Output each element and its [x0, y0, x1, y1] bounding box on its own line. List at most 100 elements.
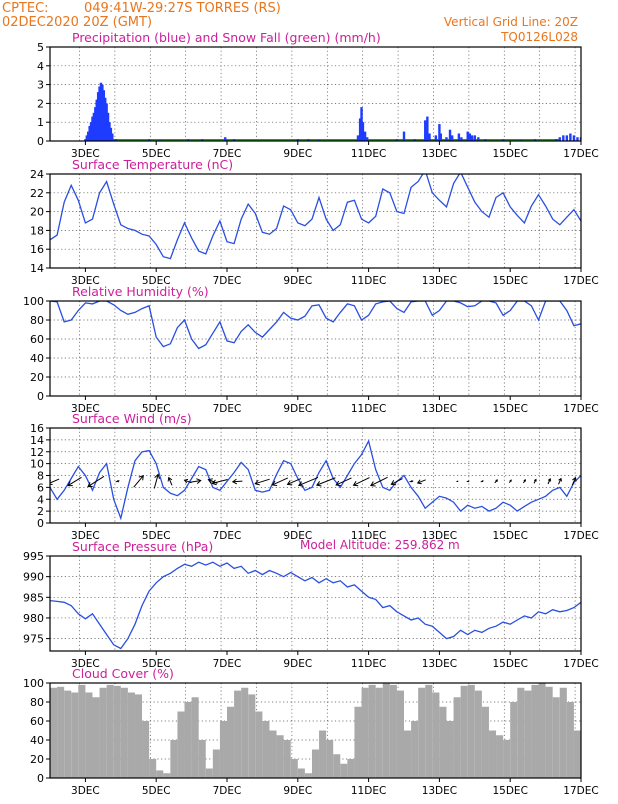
cloud-bar	[411, 721, 418, 778]
cloud-bar	[220, 721, 227, 778]
x-tick-label: 15DEC	[492, 403, 527, 415]
precip-bar	[435, 135, 437, 141]
x-tick-label: 15DEC	[492, 658, 527, 670]
x-tick-label: 17DEC	[563, 275, 598, 287]
panel-frame	[50, 556, 581, 651]
cloud-bar	[298, 769, 305, 779]
y-tick-label: 985	[23, 591, 44, 604]
wind-arrow	[233, 479, 243, 484]
panel-data	[50, 170, 581, 258]
cloud-bar	[333, 754, 340, 778]
y-tick-label: 990	[23, 571, 44, 584]
y-tick-label: 14	[30, 262, 44, 275]
wind-arrow	[88, 476, 104, 486]
cloud-bar	[199, 740, 206, 778]
wind-arrow-shaft	[134, 476, 144, 488]
cloud-bar	[121, 688, 128, 778]
panel-data	[50, 562, 581, 648]
cloud-bar	[319, 731, 326, 779]
y-tick-label: 24	[30, 168, 44, 181]
y-tick-label: 3	[37, 79, 44, 92]
cloud-bar	[269, 731, 276, 779]
wind-arrow	[558, 479, 561, 485]
wind-arrow	[288, 479, 301, 485]
cloud-bar	[397, 691, 404, 778]
cloud-bar	[446, 721, 453, 778]
x-tick-label: 7DEC	[213, 403, 242, 415]
series-line	[50, 441, 581, 518]
header-location: 049:41W-29:27S TORRES (RS)	[84, 1, 281, 16]
cloud-bar	[114, 686, 121, 778]
x-tick-label: 13DEC	[422, 658, 457, 670]
cloud-bar	[78, 685, 85, 778]
cloud-bar	[177, 712, 184, 779]
cloud-bar	[425, 685, 432, 778]
precip-bar	[569, 133, 571, 141]
x-tick-label: 13DEC	[422, 403, 457, 415]
cloud-bar	[149, 759, 156, 778]
cloud-bar	[248, 694, 255, 778]
wind-arrow	[116, 481, 119, 483]
precip-bar	[111, 133, 113, 141]
cloud-bar	[241, 688, 248, 778]
series-line	[50, 301, 581, 349]
x-tick-label: 11DEC	[351, 403, 386, 415]
precip-bar	[471, 135, 473, 141]
cloud-bar	[185, 702, 192, 778]
panel-title: Cloud Cover (%)	[72, 666, 174, 681]
y-tick-label: 0	[37, 390, 44, 403]
cloud-bar	[284, 740, 291, 778]
x-tick-label: 9DEC	[283, 658, 312, 670]
y-tick-label: 80	[30, 696, 44, 709]
precip-bar	[474, 135, 476, 141]
panel-title: Surface Temperature (nC)	[72, 157, 233, 172]
cloud-bar	[50, 688, 57, 778]
x-tick-label: 9DEC	[283, 275, 312, 287]
x-tick-label: 15DEC	[492, 785, 527, 797]
x-tick-label: 13DEC	[422, 785, 457, 797]
x-tick-label: 17DEC	[563, 658, 598, 670]
x-tick-label: 11DEC	[351, 530, 386, 542]
panel-frame	[50, 174, 581, 268]
precip-bar	[357, 135, 359, 141]
panel-frame	[50, 301, 581, 396]
cloud-bar	[262, 721, 269, 778]
wind-arrow	[467, 481, 469, 482]
cloud-bar	[369, 685, 376, 778]
cloud-bar	[305, 773, 312, 778]
precip-bar	[424, 120, 426, 141]
precip-bar	[469, 133, 471, 141]
y-tick-label: 20	[30, 206, 44, 219]
cloud-bar	[107, 685, 114, 778]
wind-arrow	[418, 480, 426, 484]
cloud-bar	[454, 697, 461, 778]
cloud-bar	[574, 731, 581, 779]
wind-arrow	[495, 480, 498, 483]
precip-bar	[449, 130, 451, 141]
y-tick-label: 0	[37, 135, 44, 148]
panel-data	[48, 441, 581, 518]
y-tick-label: 40	[30, 352, 44, 365]
wind-arrow	[509, 480, 511, 483]
cloud-bar	[531, 685, 538, 778]
cloud-bar	[362, 688, 369, 778]
y-tick-label: 975	[23, 633, 44, 646]
wind-arrow	[409, 481, 412, 483]
cloud-bar	[489, 731, 496, 779]
x-tick-label: 15DEC	[492, 530, 527, 542]
series-line	[50, 170, 581, 258]
cloud-bar	[206, 769, 213, 779]
cloud-bar	[376, 688, 383, 778]
x-tick-label: 11DEC	[351, 148, 386, 160]
wind-arrow-head	[457, 481, 458, 482]
x-tick-label: 9DEC	[283, 785, 312, 797]
panel-data	[50, 683, 582, 778]
y-tick-label: 4	[37, 493, 44, 506]
x-tick-label: 9DEC	[283, 403, 312, 415]
x-tick-label: 13DEC	[422, 148, 457, 160]
x-tick-label: 11DEC	[351, 658, 386, 670]
wind-arrow	[317, 478, 336, 486]
